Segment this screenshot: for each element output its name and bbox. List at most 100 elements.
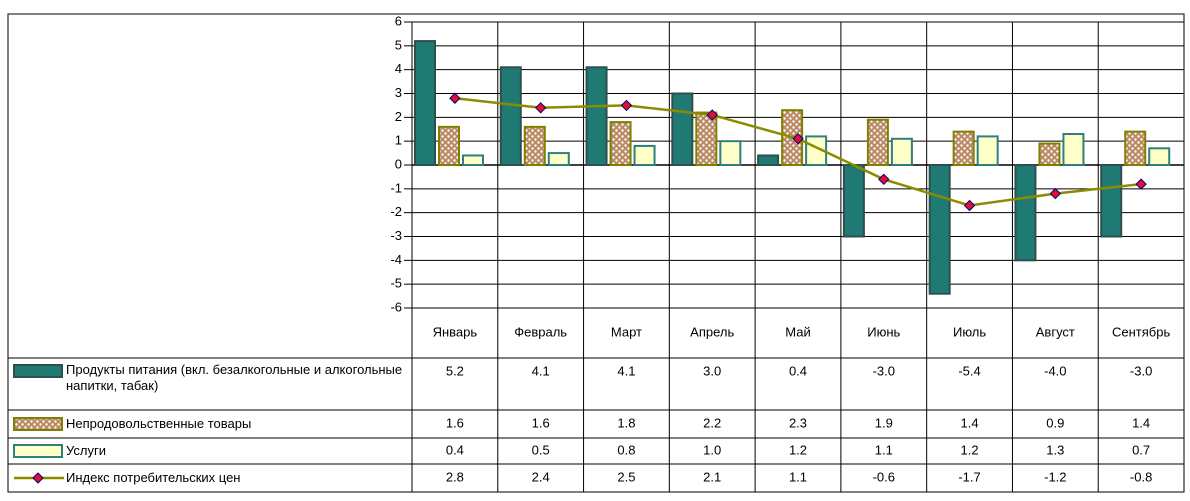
x-tick-label: Август [1036,324,1075,339]
y-tick-label: -3 [390,228,402,243]
marker [963,199,976,212]
table-value: 2.5 [617,469,635,484]
table-value: 1.9 [875,415,893,430]
bar [866,118,889,166]
bar [928,164,951,295]
legend-text: Индекс потребительских цен [66,470,241,485]
table-value: -3.0 [873,363,895,378]
marker [878,173,890,186]
bar [499,66,522,166]
table-value: 4.1 [617,363,635,378]
table-value: -3.0 [1130,363,1152,378]
y-tick-label: -2 [390,204,402,219]
legend-key [13,444,63,458]
table-value: 0.9 [1046,415,1064,430]
marker [449,92,461,104]
marker [534,102,547,114]
table-value: 1.2 [789,442,807,457]
table-value: 0.8 [617,442,635,457]
y-tick-label: 5 [395,37,402,52]
y-tick-label: 0 [395,156,402,171]
table-value: 1.6 [532,415,550,430]
bar [1124,130,1147,166]
table-value: 0.4 [789,363,807,378]
table-value: 1.8 [617,415,635,430]
marker [1135,178,1147,190]
y-tick-label: -6 [390,299,402,314]
bar [976,135,999,166]
table-value: -1.7 [958,469,980,484]
bar [1014,164,1037,262]
table-value: -1.2 [1044,469,1066,484]
y-tick-label: 1 [395,133,402,148]
table-value: -0.6 [873,469,895,484]
bar [609,121,632,166]
x-tick-label: Май [785,324,810,339]
bar [842,164,865,238]
table-value: 1.3 [1046,442,1064,457]
table-value: 2.2 [703,415,721,430]
bar [757,154,780,166]
x-tick-label: Январь [433,324,478,339]
marker [1049,187,1062,200]
bar [633,144,656,166]
x-tick-label: Апрель [690,324,734,339]
legend-text: Услуги [66,443,106,458]
legend-text: Непродовольственные товары [66,416,252,431]
table-value: 1.2 [961,442,979,457]
bar [695,111,718,166]
table-value: 4.1 [532,363,550,378]
table-value: 1.0 [703,442,721,457]
y-tick-label: -4 [390,252,402,267]
table-value: 5.2 [446,363,464,378]
bar [523,125,546,167]
legend-text: Продукты питания (вкл. безалкогольные и … [66,362,403,393]
table-value: 1.4 [961,415,979,430]
bar [585,66,608,166]
y-tick-label: 6 [395,13,402,28]
x-tick-label: Март [611,324,642,339]
legend-label: Непродовольственные товары [66,416,252,431]
bar [719,140,742,167]
table-value: 2.4 [532,469,550,484]
table-value: 2.8 [446,469,464,484]
table-value: 1.1 [789,469,807,484]
table-value: -4.0 [1044,363,1066,378]
legend-key [32,472,44,484]
bar [1100,164,1123,238]
y-tick-label: 2 [395,109,402,124]
x-tick-label: Февраль [514,324,567,339]
legend-key [13,364,63,378]
bar [414,40,436,166]
bar [671,92,694,166]
x-tick-label: Сентябрь [1112,324,1170,339]
table-value: 2.3 [789,415,807,430]
table-value: 0.7 [1132,442,1150,457]
bar [1038,142,1061,167]
marker [706,109,718,121]
y-tick-label: 4 [395,61,402,76]
y-tick-label: -5 [390,276,402,291]
bar [462,154,484,166]
y-tick-label: -1 [390,180,402,195]
bar [438,125,460,167]
table-value: 1.1 [875,442,893,457]
x-tick-label: Июль [953,324,986,339]
table-value: 0.5 [532,442,550,457]
bar [1148,147,1171,166]
table-value: -0.8 [1130,469,1152,484]
table-value: 2.1 [703,469,721,484]
y-tick-label: 3 [395,85,402,100]
table-value: 1.6 [446,415,464,430]
bar [890,137,913,167]
table-value: 0.4 [446,442,464,457]
bar [952,130,975,166]
bar [1062,133,1085,166]
x-tick-label: Июнь [867,324,900,339]
table-value: -5.4 [958,363,980,378]
legend-label: Продукты питания (вкл. безалкогольные и … [66,362,403,393]
table-value: 1.4 [1132,415,1150,430]
bar [547,152,570,166]
marker [792,133,804,145]
